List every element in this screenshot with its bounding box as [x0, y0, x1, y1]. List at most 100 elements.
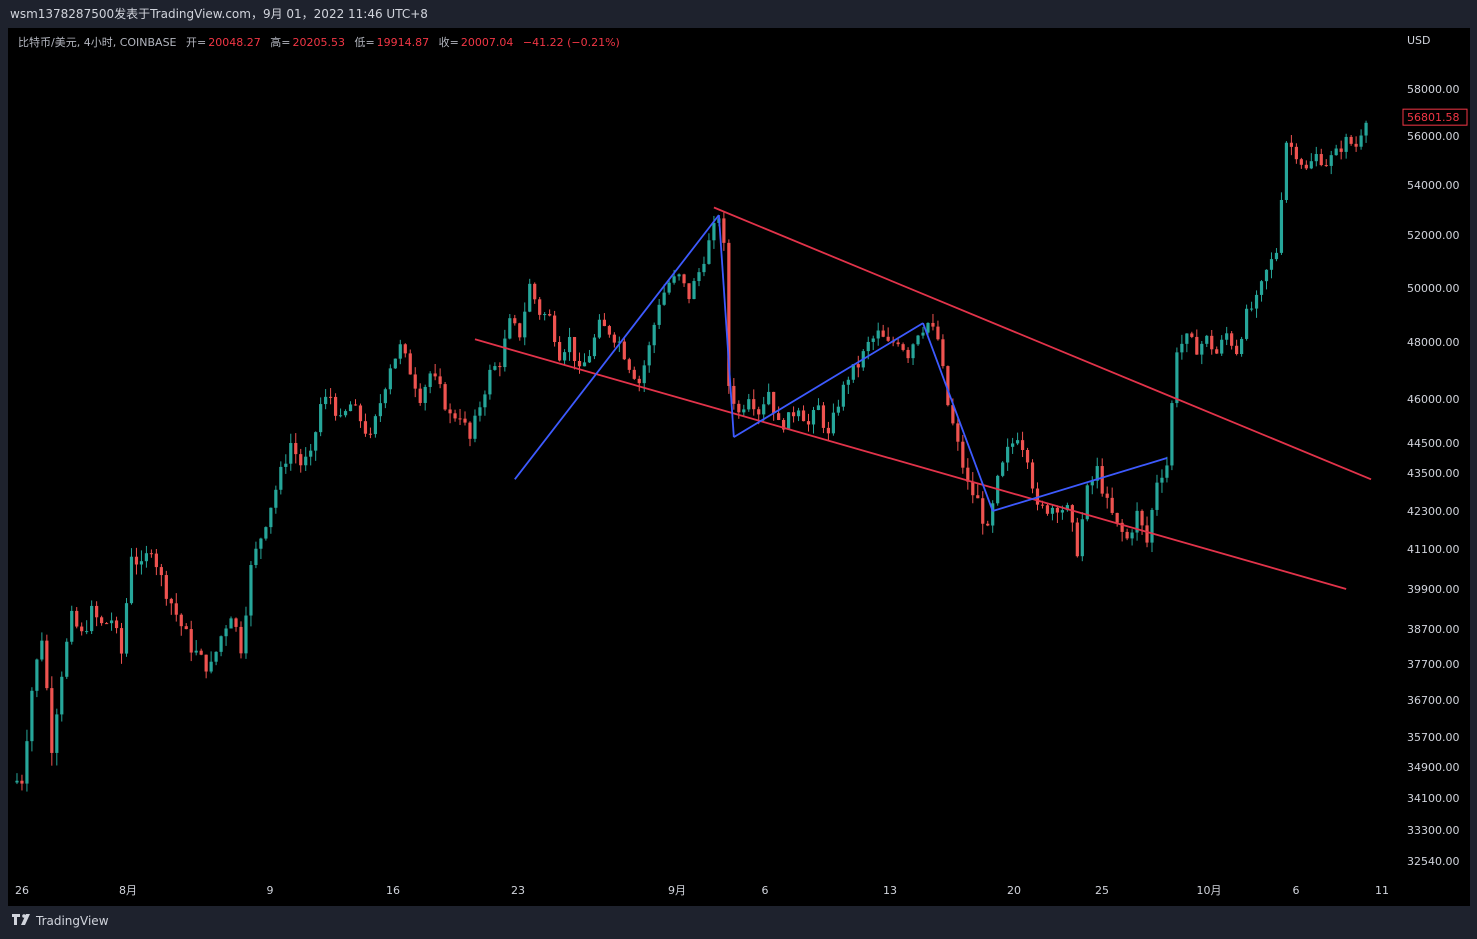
candle-body: [199, 650, 203, 655]
candle-body: [722, 218, 726, 243]
candle-body: [1170, 403, 1174, 466]
candle-body: [816, 405, 821, 411]
low-label: 低=: [354, 36, 375, 49]
candle-body: [294, 443, 298, 455]
candle-body: [378, 403, 382, 417]
candle-body: [1065, 505, 1069, 511]
candle-body: [358, 405, 363, 422]
candle-body: [129, 556, 134, 604]
y-tick-label: 38700.00: [1407, 623, 1460, 636]
candle-body: [498, 366, 502, 368]
price-chart[interactable]: 58000.00 56000.00 54000.00 52000.00 50000.00…: [8, 28, 1470, 906]
candle-body: [219, 636, 223, 652]
candle-body: [1050, 507, 1055, 514]
chart-area[interactable]: 58000.00 56000.00 54000.00 52000.00 50000.00…: [8, 28, 1470, 906]
candle-body: [697, 272, 701, 282]
candle-body: [284, 463, 288, 467]
candle-body: [856, 364, 860, 368]
candle-body: [229, 618, 233, 629]
candle-body: [204, 654, 208, 672]
candle-body: [672, 276, 676, 283]
candle-body: [60, 676, 64, 715]
candle-body: [20, 780, 24, 784]
candle-body: [1304, 164, 1308, 169]
candle-body: [981, 498, 985, 524]
trendline-blue: [733, 322, 924, 438]
high-value: 20205.53: [292, 36, 345, 49]
candle-body: [458, 418, 462, 420]
candle-body: [1085, 485, 1089, 520]
candle-body: [428, 373, 432, 387]
candle-body: [652, 324, 656, 346]
y-tick-label: 42300.00: [1407, 505, 1460, 518]
candle-body: [632, 369, 636, 379]
candle-body: [1324, 165, 1328, 167]
candle-body: [1210, 335, 1214, 350]
chart-header: wsm1378287500发表于TradingView.com，9月 01，20…: [0, 0, 1477, 28]
candle-body: [1030, 462, 1035, 489]
candle-body: [1090, 480, 1094, 486]
y-tick-label: 46000.00: [1407, 393, 1460, 406]
candle-body: [403, 344, 407, 354]
candle-body: [742, 409, 746, 413]
candle-body: [90, 605, 94, 632]
candle-body: [707, 240, 711, 264]
candle-body: [796, 410, 801, 417]
candle-body: [1339, 148, 1343, 152]
candle-body: [548, 314, 552, 316]
x-tick-label: 6: [762, 884, 769, 897]
candle-body: [1180, 343, 1184, 353]
candle-body: [881, 330, 885, 337]
y-tick-label: 32540.00: [1407, 855, 1460, 868]
footer-brand: TradingView: [36, 914, 109, 928]
candle-body: [1070, 505, 1074, 523]
y-tick-label: 41100.00: [1407, 543, 1460, 556]
candle-body: [986, 523, 990, 526]
candle-body: [513, 318, 517, 324]
candle-body: [463, 418, 467, 423]
candle-body: [1220, 339, 1224, 354]
candle-body: [677, 274, 681, 277]
candle-body: [329, 396, 333, 398]
candle-body: [956, 423, 960, 442]
candle-body: [65, 641, 69, 677]
y-tick-label: 52000.00: [1407, 229, 1460, 242]
header-title: wsm1378287500发表于TradingView.com，9月 01，20…: [10, 7, 428, 21]
candle-body: [119, 628, 124, 654]
candle-body: [567, 336, 572, 353]
candle-body: [946, 366, 950, 406]
candle-body: [1060, 510, 1064, 513]
y-tick-label: 54000.00: [1407, 179, 1460, 192]
candle-body: [174, 603, 178, 615]
tradingview-logo[interactable]: TradingView: [12, 914, 109, 928]
candle-body: [831, 412, 835, 434]
candle-body: [324, 396, 328, 405]
candle-body: [562, 352, 567, 361]
candle-body: [1185, 333, 1189, 344]
candle-body: [976, 495, 980, 499]
y-tick-label: 34100.00: [1407, 792, 1460, 805]
candle-body: [841, 384, 845, 407]
candle-body: [1200, 343, 1204, 355]
candle-body: [1105, 493, 1109, 498]
candle-body: [1309, 161, 1313, 169]
candle-body: [991, 503, 995, 526]
candle-body: [154, 553, 158, 568]
candle-body: [752, 399, 756, 410]
candle-body: [533, 283, 537, 300]
x-tick-label: 16: [386, 884, 400, 897]
candle-body: [612, 334, 616, 343]
candle-body: [433, 373, 437, 377]
candle-body: [483, 394, 487, 408]
candle-body: [109, 620, 114, 624]
candle-body: [508, 318, 512, 339]
x-tick-label: 25: [1095, 884, 1109, 897]
candle-body: [617, 341, 621, 343]
candle-body: [1244, 308, 1249, 339]
close-value: 20007.04: [460, 36, 514, 49]
candle-body: [896, 342, 900, 345]
candle-body: [438, 376, 442, 385]
candle-body: [602, 319, 607, 327]
candle-body: [543, 314, 547, 316]
trendline-blue: [922, 322, 994, 512]
